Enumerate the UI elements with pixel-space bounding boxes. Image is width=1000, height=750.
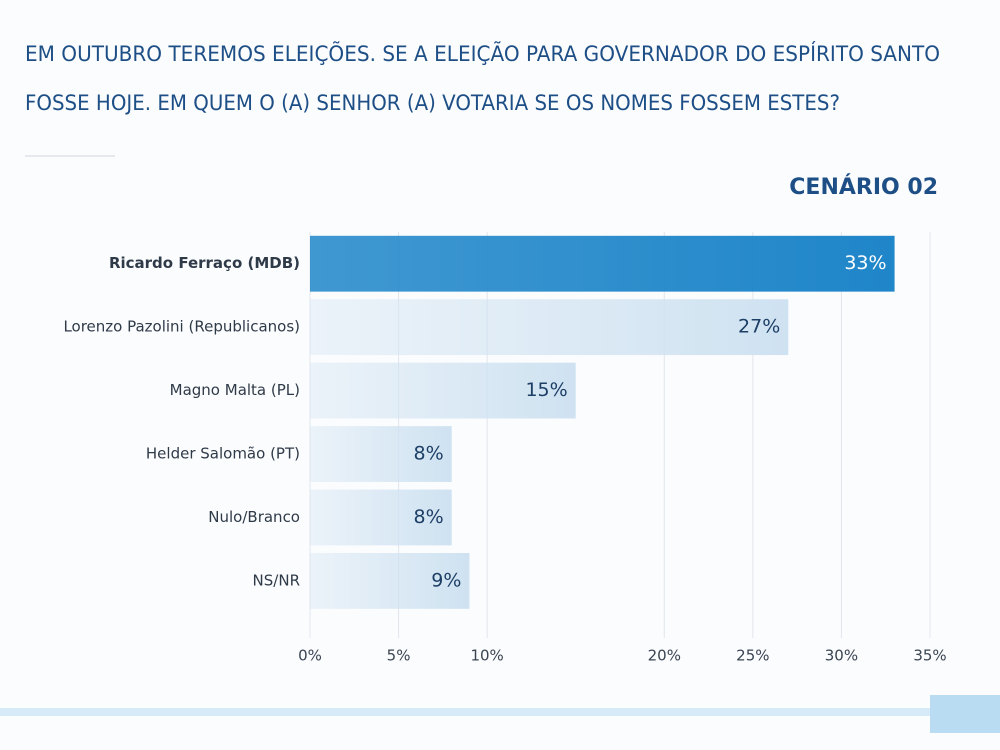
x-tick-label: 0% [298,647,322,665]
category-label: Nulo/Branco [208,508,300,526]
value-label: 8% [414,506,444,528]
value-label: 27% [738,316,780,338]
bar [310,299,789,356]
bar [310,552,470,609]
footer-tab [930,695,1000,733]
bar [310,489,452,546]
footer-band [0,708,1000,716]
bar [310,362,576,419]
category-label: Lorenzo Pazolini (Republicanos) [63,318,300,336]
category-label: Helder Salomão (PT) [146,445,300,463]
x-tick-label: 25% [736,647,769,665]
x-tick-label: 35% [913,647,946,665]
x-tick-label: 20% [648,647,681,665]
value-label: 15% [525,379,567,401]
category-label: NS/NR [253,571,300,589]
x-tick-label: 30% [825,647,858,665]
value-label: 8% [414,443,444,465]
value-label: 9% [431,569,461,591]
chart-title: EM OUTUBRO TEREMOS ELEIÇÕES. SE A ELEIÇÃ… [25,40,940,66]
value-label: 33% [844,252,886,274]
category-label: Ricardo Ferraço (MDB) [109,254,300,272]
bar [310,426,452,482]
x-tick-label: 10% [470,647,503,665]
bar [310,235,895,292]
chart-title: FOSSE HOJE. EM QUEM O (A) SENHOR (A) VOT… [25,91,840,115]
category-label: Magno Malta (PL) [170,381,300,399]
x-tick-label: 5% [387,647,411,665]
chart-subtitle: CENÁRIO 02 [789,174,938,200]
